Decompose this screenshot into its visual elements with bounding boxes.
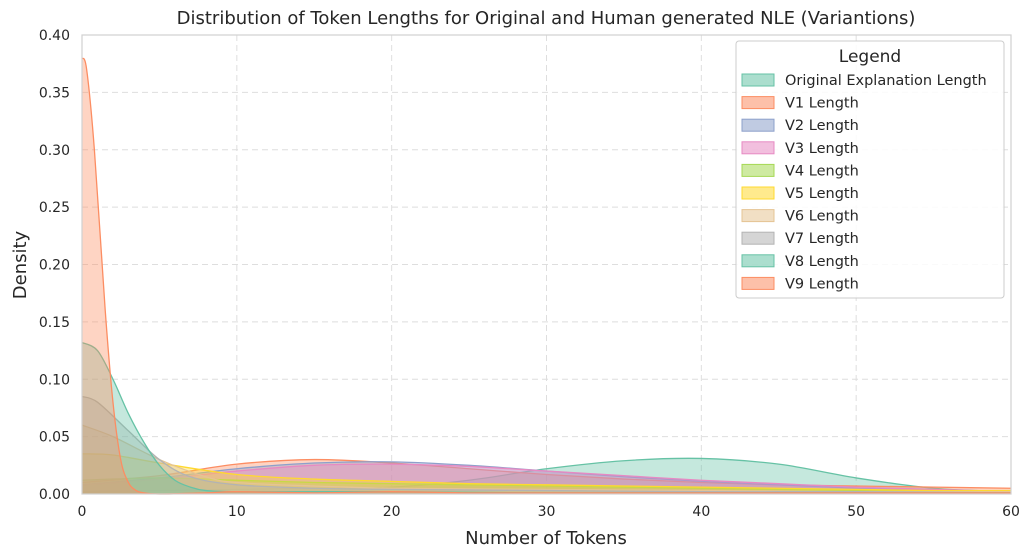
area-fill-series-5: [82, 453, 1011, 494]
y-tick-label-6: 0.30: [39, 143, 70, 159]
legend-label-4: V4 Length: [785, 163, 859, 179]
legend: Legend Original Explanation Length V1 Len…: [735, 40, 1005, 299]
y-tick-label-2: 0.10: [39, 372, 70, 388]
legend-label-1: V1 Length: [785, 96, 859, 112]
legend-label-3: V3 Length: [785, 141, 859, 157]
legend-swatch-4: [741, 163, 775, 177]
y-axis-label: Density: [10, 230, 31, 299]
density-areas: [81, 57, 1012, 495]
x-tick-label-5: 50: [847, 504, 865, 520]
legend-label-7: V7 Length: [785, 231, 859, 247]
area-line-series-4: [81, 477, 1012, 493]
legend-swatch-1: [741, 96, 775, 110]
x-tick-label-0: 0: [78, 504, 87, 520]
legend-label-6: V6 Length: [785, 209, 859, 225]
legend-items: Original Explanation Length V1 Length V2 L…: [741, 73, 987, 292]
legend-swatch-5: [741, 186, 775, 200]
area-line-series-1: [81, 458, 1012, 489]
area-line-series-3: [81, 463, 1012, 493]
legend-swatch-7: [741, 231, 775, 245]
y-tick-label-7: 0.35: [39, 85, 70, 101]
area-fill-series-7: [82, 396, 1011, 494]
y-tick-label-4: 0.20: [39, 258, 70, 274]
plot-frame: [81, 34, 1012, 495]
y-tick-label-8: 0.40: [39, 28, 70, 44]
legend-title: Legend: [839, 47, 901, 67]
legend-label-0: Original Explanation Length: [785, 73, 987, 89]
x-tick-label-3: 30: [538, 504, 556, 520]
legend-box: [735, 40, 1005, 299]
area-line-series-0: [81, 457, 1012, 493]
x-tick-label-4: 40: [692, 504, 710, 520]
y-tick-label-0: 0.00: [39, 487, 70, 503]
area-line-series-5: [81, 453, 1012, 492]
legend-label-8: V8 Length: [785, 254, 859, 270]
y-tick-label-3: 0.15: [39, 315, 70, 331]
legend-label-2: V2 Length: [785, 118, 859, 134]
legend-label-5: V5 Length: [785, 186, 859, 202]
x-tick-label-6: 60: [1002, 504, 1020, 520]
legend-swatch-8: [741, 254, 775, 268]
legend-swatch-6: [741, 209, 775, 223]
axis-ticks: 0 10 20 30 40 50 60 0.00 0.05 0.10 0.15 0.20 0.25 0.3…: [39, 28, 1020, 520]
area-fill-series-6: [82, 425, 1011, 494]
legend-swatch-3: [741, 141, 775, 155]
x-tick-label-2: 20: [383, 504, 401, 520]
legend-swatch-0: [741, 73, 775, 87]
chart-title: Distribution of Token Lengths for Origin…: [177, 8, 916, 29]
area-line-series-7: [81, 395, 1012, 494]
y-tick-label-5: 0.25: [39, 200, 70, 216]
x-axis-label: Number of Tokens: [465, 528, 627, 549]
legend-swatch-2: [741, 118, 775, 132]
x-tick-label-1: 10: [228, 504, 246, 520]
y-tick-label-1: 0.05: [39, 430, 70, 446]
legend-swatch-9: [741, 276, 775, 290]
legend-label-9: V9 Length: [785, 276, 859, 292]
